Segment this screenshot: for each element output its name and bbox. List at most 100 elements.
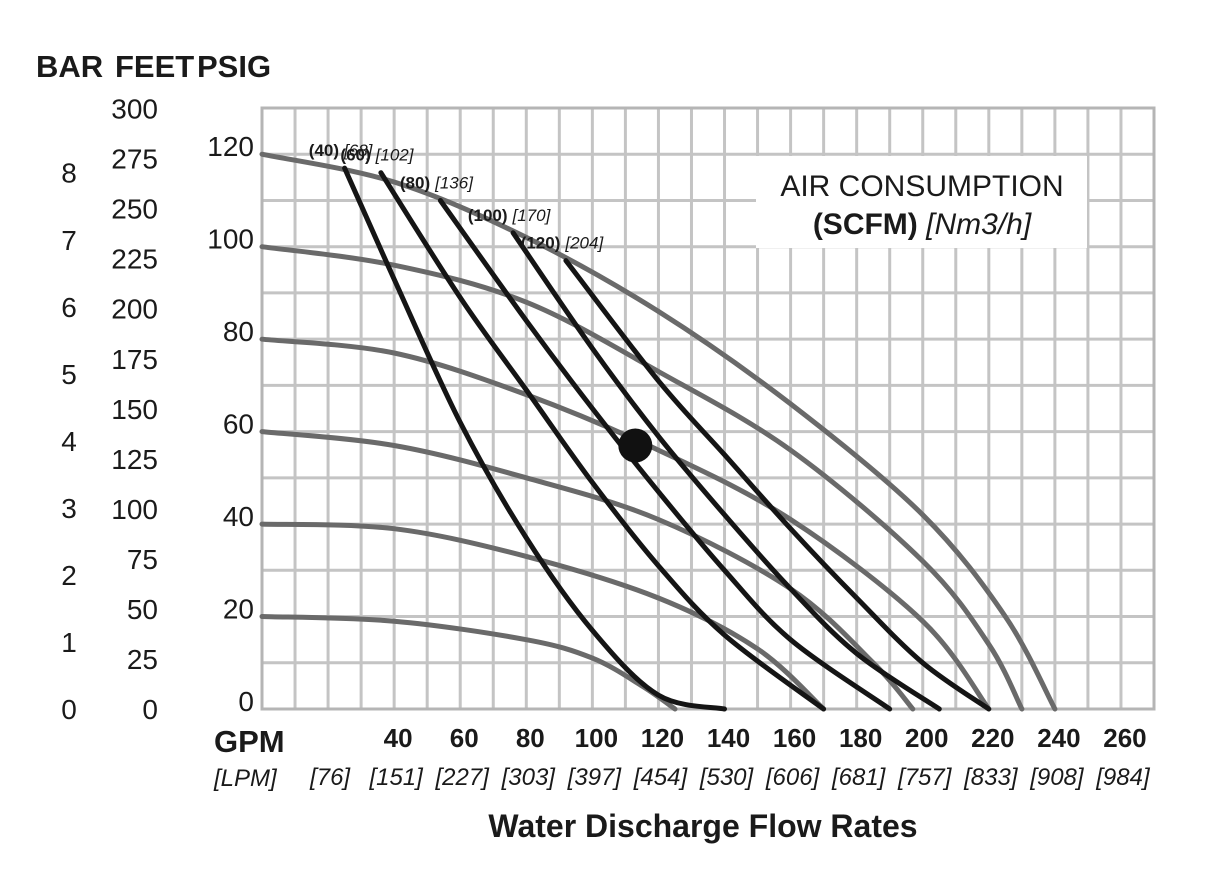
feet-tick-label: 200: [111, 294, 158, 325]
gpm-tick-label: 60: [450, 723, 479, 753]
feet-tick-label: 275: [111, 144, 158, 175]
gpm-tick-label: 100: [575, 723, 618, 753]
psig-tick-label: 60: [223, 409, 254, 440]
air-curve-label: (40) [68]: [309, 141, 374, 160]
gpm-tick-label: 180: [839, 723, 882, 753]
feet-axis-ticks: 0 25 50 75 100 125 150 175 200 225 250 275 300: [111, 94, 158, 725]
psig-tick-label: 20: [223, 594, 254, 625]
legend: AIR CONSUMPTION (SCFM) [Nm3/h]: [756, 156, 1087, 248]
lpm-tick-label: [76]: [309, 764, 351, 791]
lpm-tick-label: [227]: [435, 764, 491, 791]
air-curve-80-scfm: [437, 198, 893, 712]
bar-tick-label: 8: [61, 158, 77, 189]
pressure-curve-80-psig: [259, 336, 992, 712]
x-axis-title: Water Discharge Flow Rates: [488, 808, 917, 844]
bar-tick-label: 7: [61, 225, 77, 256]
air-curve-label-scfm: (60): [340, 146, 370, 165]
feet-tick-label: 25: [127, 644, 158, 675]
lpm-tick-label: [681]: [831, 764, 887, 791]
lpm-tick-label: [303]: [501, 764, 557, 791]
bar-axis-header: BAR: [36, 49, 103, 84]
lpm-tick-label: [908]: [1029, 764, 1085, 791]
gpm-tick-label: 160: [773, 723, 816, 753]
gpm-tick-label: 220: [971, 723, 1014, 753]
air-curve-label: (60) [102]: [340, 146, 414, 165]
psig-tick-label: 80: [223, 316, 254, 347]
air-curve-label-scfm: (80): [400, 173, 430, 192]
feet-tick-label: 225: [111, 244, 158, 275]
air-curve-60-scfm: [378, 170, 827, 712]
lpm-tick-label: [757]: [897, 764, 953, 791]
feet-tick-label: 175: [111, 344, 158, 375]
air-curve-label-scfm: (120): [521, 234, 561, 253]
air-consumption-labels: (40) [68](60) [102] (80) [136] (100) [170] (120…: [309, 141, 605, 252]
bar-tick-label: 5: [61, 359, 77, 390]
psig-tick-label: 0: [238, 686, 254, 717]
bar-tick-label: 6: [61, 292, 77, 323]
lpm-tick-label: [530]: [699, 764, 755, 791]
psig-tick-label: 100: [207, 224, 254, 255]
feet-tick-label: 125: [111, 444, 158, 475]
psig-tick-label: 120: [207, 131, 254, 162]
lpm-tick-label: [397]: [567, 764, 623, 791]
feet-tick-label: 50: [127, 594, 158, 625]
legend-title: AIR CONSUMPTION: [780, 170, 1063, 203]
gpm-tick-label: 40: [384, 723, 413, 753]
operating-point-marker: [618, 428, 653, 463]
feet-tick-label: 250: [111, 194, 158, 225]
bar-tick-label: 0: [61, 694, 77, 725]
bar-axis-ticks: 0 1 2 3 4 5 6 7 8: [61, 158, 77, 725]
air-curve-label-scfm: (100): [468, 206, 508, 225]
air-curve-label-nm3h: [68]: [343, 141, 374, 160]
legend-box: [756, 156, 1087, 248]
lpm-tick-label: [606]: [765, 764, 821, 791]
pressure-curves: [259, 151, 1058, 712]
gpm-tick-label: 140: [707, 723, 750, 753]
gpm-tick-label: 200: [905, 723, 948, 753]
air-curve-100-scfm: [510, 230, 942, 712]
gpm-axis-label: GPM: [214, 724, 285, 759]
bar-tick-label: 1: [61, 627, 77, 658]
bar-tick-label: 4: [61, 426, 77, 457]
air-curve-label-scfm: (40): [309, 141, 339, 160]
air-curve-label: (120) [204]: [521, 234, 605, 253]
lpm-tick-label: [833]: [963, 764, 1019, 791]
legend-units-scfm: (SCFM): [813, 208, 918, 241]
feet-axis-header: FEET: [115, 49, 194, 84]
gpm-axis-ticks: 40 60 80 100 120 140 160 180 200 220 240 260: [384, 723, 1147, 753]
feet-tick-label: 0: [142, 694, 158, 725]
lpm-tick-label: [454]: [633, 764, 689, 791]
gpm-tick-label: 120: [641, 723, 684, 753]
feet-tick-label: 150: [111, 394, 158, 425]
lpm-axis-label: [LPM]: [213, 765, 278, 792]
pressure-curve-40-psig: [259, 521, 827, 712]
gpm-tick-label: 260: [1103, 723, 1146, 753]
gpm-tick-label: 80: [516, 723, 545, 753]
legend-units: (SCFM) [Nm3/h]: [813, 208, 1032, 241]
air-curve-120-scfm: [563, 258, 992, 712]
air-curve-label-nm3h: [204]: [564, 234, 604, 253]
feet-tick-label: 75: [127, 544, 158, 575]
pressure-curve-100-psig: [259, 244, 1025, 712]
air-curve-label-nm3h: [136]: [434, 173, 474, 192]
lpm-axis-ticks: [76] [151] [227] [303] [397] [454] [530] [606] […: [309, 764, 1151, 791]
legend-units-nm3h: [Nm3/h]: [925, 208, 1032, 241]
air-curve-40-scfm: [342, 165, 727, 712]
bar-tick-label: 3: [61, 493, 77, 524]
pressure-curve-60-psig: [259, 429, 916, 712]
lpm-tick-label: [984]: [1095, 764, 1151, 791]
air-curve-label-nm3h: [102]: [375, 146, 415, 165]
bar-tick-label: 2: [61, 560, 77, 591]
psig-axis-header: PSIG: [197, 49, 271, 84]
psig-tick-label: 40: [223, 501, 254, 532]
air-consumption-curves: [342, 165, 992, 712]
psig-axis-ticks: 0 20 40 60 80 100 120: [207, 131, 254, 717]
air-curve-label: (100) [170]: [468, 206, 552, 225]
lpm-tick-label: [151]: [368, 764, 424, 791]
feet-tick-label: 100: [111, 494, 158, 525]
gpm-tick-label: 240: [1037, 723, 1080, 753]
air-curve-label-nm3h: [170]: [512, 206, 552, 225]
pressure-curve-120-psig: [259, 151, 1058, 712]
feet-tick-label: 300: [111, 94, 158, 125]
